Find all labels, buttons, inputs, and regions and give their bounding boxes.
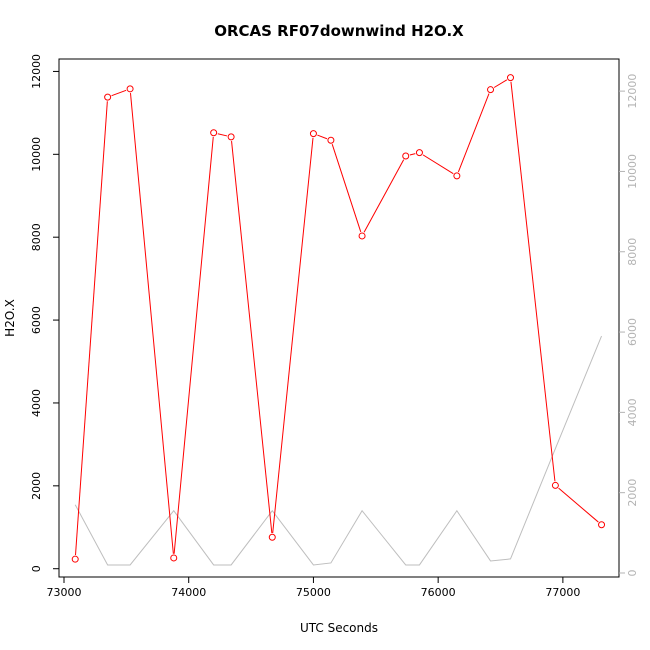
data-point	[487, 86, 495, 94]
y2-tick-label: 6000	[626, 318, 639, 346]
primary-series-segment	[510, 81, 556, 482]
primary-series-segment	[231, 141, 273, 534]
x-tick-label: 77000	[545, 586, 580, 599]
data-point	[453, 172, 461, 180]
y-tick-label: 6000	[30, 306, 43, 334]
plot-frame	[58, 58, 620, 578]
axes: 73000 74000 75000 76000 77000 0 2000 4000 6000 80…	[30, 54, 639, 599]
data-point	[506, 74, 514, 82]
y2-tick-label: 2000	[626, 479, 639, 507]
primary-series-segment	[331, 144, 362, 233]
y-tick-label: 4000	[30, 389, 43, 417]
primary-series-segment	[558, 487, 599, 523]
chart-title: ORCAS RF07downwind H2O.X	[214, 22, 464, 40]
data-point	[598, 521, 606, 529]
data-point	[551, 481, 559, 489]
series-layer	[71, 74, 606, 566]
data-point	[327, 136, 335, 144]
y-tick-label: 2000	[30, 472, 43, 500]
data-point	[126, 85, 134, 93]
data-point	[210, 129, 218, 137]
x-tick-label: 73000	[46, 586, 81, 599]
y-axis-label: H2O.X	[3, 299, 17, 337]
x-axis-label: UTC Seconds	[300, 621, 378, 635]
primary-series-segment	[363, 159, 405, 233]
y2-tick-label: 0	[626, 569, 639, 576]
secondary-series-line	[74, 335, 603, 566]
primary-series-segment	[173, 136, 214, 554]
primary-series-segment	[457, 93, 490, 173]
data-point	[104, 93, 112, 101]
primary-series-segment	[422, 154, 454, 175]
primary-series-segment	[75, 101, 108, 556]
x-tick-label: 75000	[296, 586, 331, 599]
data-point	[227, 133, 235, 141]
y2-tick-label: 12000	[626, 74, 639, 109]
primary-series-segment	[111, 89, 127, 97]
primary-series-segment	[317, 134, 328, 140]
primary-series-segment	[217, 133, 228, 137]
y-tick-label: 12000	[30, 54, 43, 89]
x-tick-label: 76000	[421, 586, 456, 599]
y-tick-label: 0	[30, 565, 43, 572]
primary-series-segment	[272, 137, 314, 534]
data-point	[358, 232, 366, 240]
data-point	[415, 149, 423, 157]
y-tick-label: 10000	[30, 137, 43, 172]
y-tick-label: 8000	[30, 223, 43, 251]
data-point	[268, 533, 276, 541]
data-point	[309, 130, 317, 138]
primary-series-segment	[493, 79, 508, 88]
data-point	[71, 555, 79, 563]
primary-series-segment	[129, 92, 174, 554]
primary-series-segment	[409, 153, 416, 156]
y2-tick-label: 8000	[626, 238, 639, 266]
data-point	[170, 554, 178, 562]
x-tick-label: 74000	[171, 586, 206, 599]
y2-tick-label: 10000	[626, 154, 639, 189]
data-point	[402, 152, 410, 160]
y2-tick-label: 4000	[626, 398, 639, 426]
